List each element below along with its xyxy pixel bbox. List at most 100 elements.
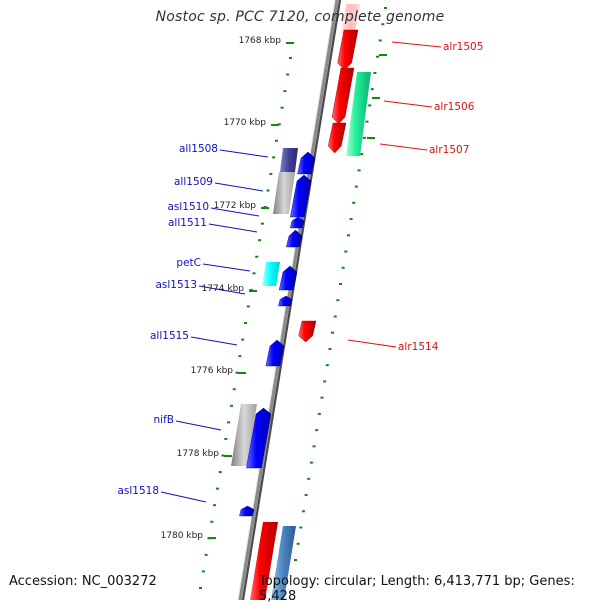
strand-dot	[312, 445, 316, 448]
tick-label: 1774 kbp	[202, 284, 245, 294]
scale-dot	[260, 222, 264, 225]
strand-dot	[304, 494, 308, 497]
strand-dot	[373, 71, 377, 74]
gene-block-bottom-red[interactable]	[250, 522, 278, 600]
tick-label: 1772 kbp	[214, 201, 257, 211]
strand-dot	[339, 283, 342, 285]
leader-line-all1508	[219, 149, 269, 158]
strand-dot	[349, 218, 353, 221]
leader-line-alr1514	[347, 339, 397, 348]
strand-dot	[299, 526, 303, 529]
gene-label-nifB[interactable]: nifB	[154, 414, 174, 426]
gene-block-petC[interactable]	[262, 262, 280, 286]
scale-dot	[258, 239, 262, 242]
strand-dot	[362, 136, 366, 139]
strand-dot	[294, 559, 297, 561]
scale-dot	[201, 570, 205, 573]
gene-label-asl1518[interactable]: asl1518	[117, 485, 159, 497]
strand-dot	[307, 477, 311, 480]
scale-dot	[274, 139, 278, 142]
gene-label-alr1505[interactable]: alr1505	[443, 41, 483, 53]
scale-dot	[286, 73, 290, 76]
gene-label-alr1514[interactable]: alr1514	[398, 341, 439, 353]
gene-block-alr1505-start[interactable]	[341, 4, 360, 34]
strand-dot	[323, 380, 327, 383]
leader-line-all1511	[208, 223, 258, 233]
scale-dot	[272, 156, 276, 159]
strand-dot	[301, 510, 305, 513]
gene-arrow-all1508[interactable]	[297, 151, 316, 175]
gene-arrow-petC[interactable]	[278, 265, 298, 291]
scale-dot	[218, 471, 222, 474]
gene-label-all1509[interactable]: all1509	[174, 176, 213, 188]
leader-line-asl1513	[198, 285, 246, 295]
strand-dot	[354, 185, 358, 188]
strand-dot	[352, 201, 356, 204]
strand-dot	[370, 88, 374, 91]
gene-arrow-all1511[interactable]	[286, 229, 303, 248]
gene-arrow-all1515[interactable]	[265, 339, 285, 367]
genome-title: Nostoc sp. PCC 7120, complete genome	[155, 9, 445, 25]
gene-arrow-asl1510[interactable]	[289, 216, 305, 229]
strand-dot	[296, 542, 300, 545]
strand-dot	[328, 347, 332, 350]
strand-dot	[376, 55, 380, 58]
gene-label-asl1510[interactable]: asl1510	[167, 201, 209, 213]
gene-label-alr1507[interactable]: alr1507	[429, 144, 469, 156]
gene-block-all1508[interactable]	[280, 148, 298, 172]
leader-line-all1515	[190, 336, 238, 346]
accession-text: Accession: NC_003272	[9, 574, 157, 589]
scale-dot	[249, 288, 253, 291]
scale-dot	[283, 90, 287, 93]
gene-block-alr1506-feature[interactable]	[346, 72, 371, 156]
strand-dot	[368, 104, 372, 107]
gene-block-bottom-steel[interactable]	[271, 526, 296, 600]
gene-arrow-asl1518[interactable]	[239, 505, 255, 517]
gene-label-asl1513[interactable]: asl1513	[155, 279, 197, 291]
gene-label-all1508[interactable]: all1508	[179, 143, 218, 155]
scale-dot	[199, 587, 202, 589]
tick-label: 1780 kbp	[161, 531, 204, 541]
scale-dot	[246, 305, 250, 308]
gene-arrow-nifB[interactable]	[246, 407, 272, 469]
gene-arrow-alr1507[interactable]	[327, 122, 347, 154]
scale-dot	[210, 520, 214, 523]
scale-dot	[255, 255, 259, 258]
strand-dot	[360, 153, 364, 156]
scale-dot	[229, 404, 233, 407]
leader-line-asl1510	[210, 207, 260, 217]
strand-dot	[365, 120, 369, 123]
scale-dot	[269, 172, 273, 175]
scale-dot	[238, 355, 242, 358]
gene-arrow-all1509[interactable]	[290, 174, 312, 218]
strand-dot	[344, 250, 348, 253]
strand-dot	[309, 461, 313, 464]
gene-arrow-asl1513[interactable]	[278, 295, 293, 307]
gene-label-all1511[interactable]: all1511	[168, 217, 207, 229]
gene-block-all1509-region[interactable]	[273, 172, 295, 214]
tick-label: 1778 kbp	[177, 449, 220, 459]
strand-dot	[333, 315, 337, 318]
gene-arrow-alr1506[interactable]	[331, 67, 355, 125]
scale-dot	[221, 454, 225, 457]
gene-arrow-alr1505[interactable]	[337, 29, 359, 71]
scale-dot	[244, 322, 247, 324]
strand-dot	[336, 299, 340, 302]
strand-dot	[384, 7, 387, 9]
tick-label: 1770 kbp	[224, 118, 267, 128]
gene-label-all1515[interactable]: all1515	[150, 330, 189, 342]
gene-label-petC[interactable]: petC	[176, 257, 201, 269]
scale-dot	[252, 272, 256, 275]
leader-line-asl1518	[160, 491, 207, 503]
scale-dot	[277, 123, 281, 126]
gene-arrow-alr1514[interactable]	[298, 320, 317, 343]
strand-dot	[381, 23, 385, 26]
scale-dot	[235, 371, 239, 374]
gene-label-alr1506[interactable]: alr1506	[434, 101, 475, 113]
scale-dot	[232, 388, 236, 391]
scale-dot	[289, 57, 292, 59]
scale-dot	[227, 421, 231, 424]
gene-block-nifB-region[interactable]	[231, 404, 257, 466]
